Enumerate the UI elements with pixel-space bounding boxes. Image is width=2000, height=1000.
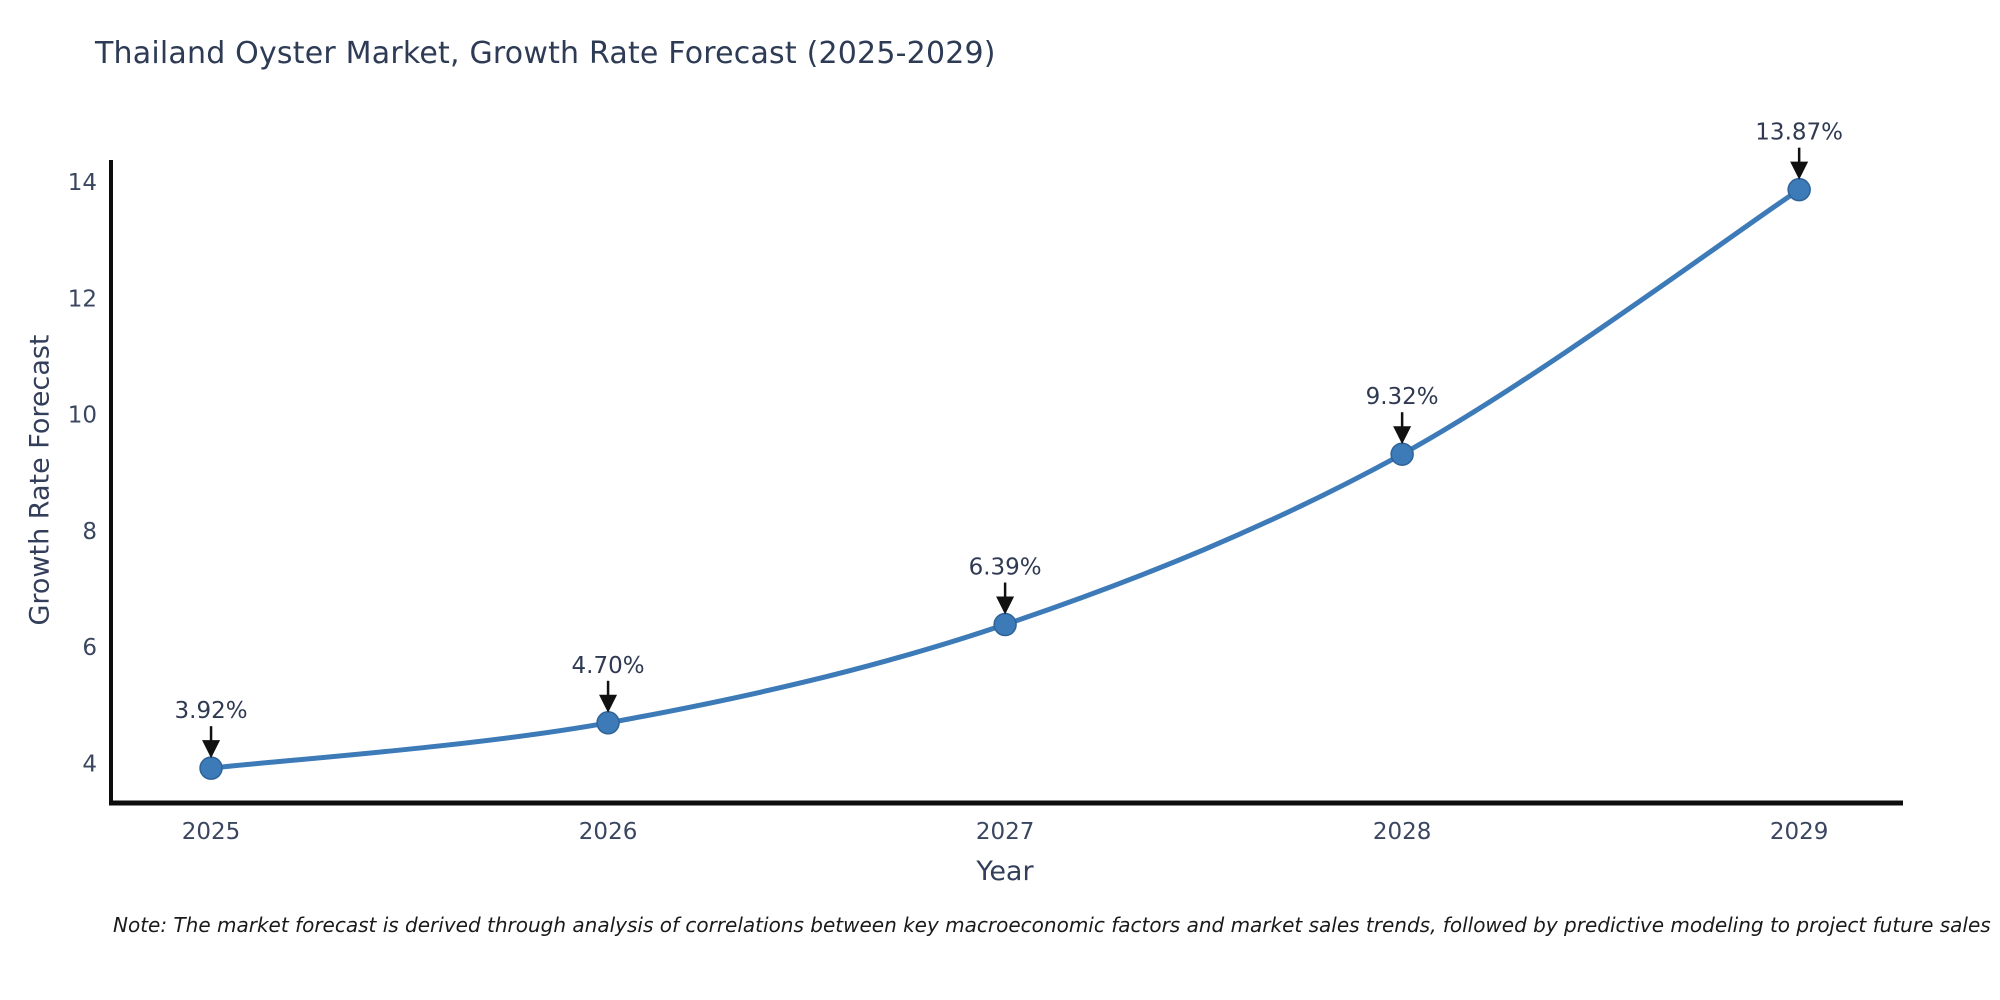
point-label: 13.87% [1755, 120, 1843, 146]
x-axis-title: Year [976, 856, 1034, 887]
y-tick-label: 10 [68, 403, 97, 429]
point-label: 3.92% [175, 698, 248, 724]
data-point-marker [1787, 177, 1811, 202]
point-label: 9.32% [1366, 384, 1439, 410]
point-label: 4.70% [572, 653, 645, 679]
footnote: Note: The market forecast is derived thr… [113, 913, 1991, 937]
annotation-arrowhead-icon [996, 596, 1015, 615]
y-tick-label: 12 [68, 286, 97, 312]
data-point-marker [993, 612, 1017, 637]
chart-title: Thailand Oyster Market, Growth Rate Fore… [95, 36, 996, 71]
point-label: 6.39% [969, 555, 1042, 581]
x-tick-label: 2025 [182, 819, 241, 845]
annotation-arrowhead-icon [1393, 426, 1412, 445]
data-point-marker [199, 756, 223, 780]
y-tick-label: 8 [82, 519, 97, 545]
x-tick-label: 2028 [1373, 819, 1432, 845]
data-point-marker [1390, 442, 1414, 466]
x-tick-label: 2027 [976, 819, 1035, 845]
data-point-marker [596, 711, 620, 735]
x-tick-label: 2029 [1770, 819, 1829, 845]
y-tick-label: 6 [82, 635, 97, 661]
series-line [208, 187, 1802, 771]
x-tick-label: 2026 [579, 819, 638, 845]
annotation-arrowhead-icon [1790, 161, 1809, 180]
annotation-arrowhead-icon [599, 694, 618, 713]
annotation-arrowhead-icon [202, 740, 221, 759]
y-tick-label: 4 [82, 751, 97, 777]
y-tick-label: 14 [68, 170, 97, 196]
